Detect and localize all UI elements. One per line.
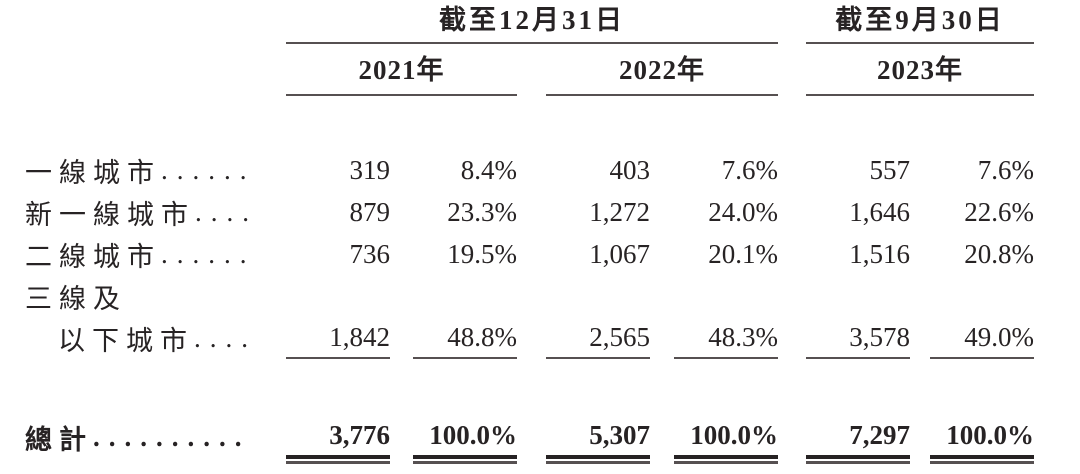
- cell-total-2021-pct: 100.0%: [413, 415, 517, 464]
- year-header-2022: 2022年: [546, 44, 778, 96]
- row-label-total-text: 總計: [25, 424, 93, 455]
- period-header-dec31-label: 截至12月31日: [439, 5, 625, 35]
- cell-tier2-2022-count: 1,067: [589, 238, 650, 269]
- row-label-tier2-text: 二線城市: [25, 241, 161, 272]
- row-label-tier3-line2: 以下城市.....: [0, 317, 250, 359]
- cell-newtier1-2022-pct: 24.0%: [708, 196, 778, 227]
- cell-newtier1-2023-count: 1,646: [849, 196, 910, 227]
- period-header-dec31: 截至12月31日: [286, 0, 778, 44]
- cell-tier1-2023-count: 557: [869, 154, 911, 185]
- cell-tier3-2021-pct: 48.8%: [413, 317, 517, 359]
- dot-leader: .......: [161, 154, 250, 185]
- row-label-new-tier1: 新一線城市.....: [0, 191, 250, 233]
- dot-leader: ..........: [93, 421, 250, 452]
- cell-tier1-2022-count: 403: [609, 154, 651, 185]
- cell-tier3-2021-count: 1,842: [286, 317, 390, 359]
- cell-tier3-2022-pct: 48.3%: [674, 317, 778, 359]
- cell-tier1-2021-count: 319: [349, 154, 391, 185]
- cell-tier2-2023-pct: 20.8%: [964, 238, 1034, 269]
- cell-tier2-2021-pct: 19.5%: [447, 238, 517, 269]
- cell-tier2-2023-count: 1,516: [849, 238, 910, 269]
- cell-tier1-2022-pct: 7.6%: [721, 154, 778, 185]
- row-label-tier3-line1-text: 三線及: [25, 283, 127, 314]
- row-label-tier2: 二線城市.......: [0, 233, 250, 275]
- cell-tier2-2022-pct: 20.1%: [708, 238, 778, 269]
- dot-leader: .....: [194, 322, 250, 353]
- cell-total-2021-count: 3,776: [286, 415, 390, 464]
- year-header-2022-label: 2022年: [619, 55, 705, 85]
- row-label-total: 總計..........: [0, 415, 250, 459]
- period-header-sep30-label: 截至9月30日: [835, 5, 1005, 35]
- row-label-tier1-text: 一線城市: [25, 157, 161, 188]
- cell-tier1-2021-pct: 8.4%: [460, 154, 517, 185]
- year-header-2021-label: 2021年: [358, 55, 445, 85]
- year-header-2023-label: 2023年: [877, 55, 963, 85]
- cell-tier3-2023-count: 3,578: [806, 317, 910, 359]
- cell-total-2022-count: 5,307: [546, 415, 650, 464]
- dot-leader: .....: [195, 196, 250, 227]
- row-label-new-tier1-text: 新一線城市: [25, 199, 195, 230]
- cell-newtier1-2022-count: 1,272: [589, 196, 650, 227]
- dot-leader: .......: [161, 238, 250, 269]
- period-header-sep30: 截至9月30日: [806, 0, 1034, 44]
- year-header-2021: 2021年: [286, 44, 517, 96]
- cell-total-2023-count: 7,297: [806, 415, 910, 464]
- cell-total-2022-pct: 100.0%: [674, 415, 778, 464]
- cell-newtier1-2021-pct: 23.3%: [447, 196, 517, 227]
- cell-tier1-2023-pct: 7.6%: [977, 154, 1034, 185]
- city-tier-table: 截至12月31日 截至9月30日 2021年 2022年 2023年 一線城市.…: [0, 0, 1034, 464]
- row-label-tier3-line2-text: 以下城市: [58, 325, 194, 356]
- year-header-2023: 2023年: [806, 44, 1034, 96]
- cell-newtier1-2023-pct: 22.6%: [964, 196, 1034, 227]
- cell-tier2-2021-count: 736: [349, 238, 391, 269]
- row-label-tier1: 一線城市.......: [0, 149, 250, 191]
- cell-total-2023-pct: 100.0%: [930, 415, 1034, 464]
- cell-tier3-2023-pct: 49.0%: [930, 317, 1034, 359]
- cell-newtier1-2021-count: 879: [349, 196, 391, 227]
- row-label-tier3-line1: 三線及: [0, 275, 250, 317]
- cell-tier3-2022-count: 2,565: [546, 317, 650, 359]
